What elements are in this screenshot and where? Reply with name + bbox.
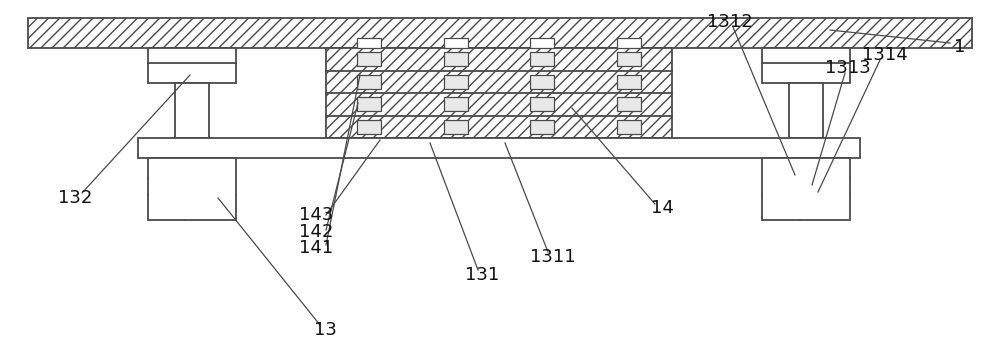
Bar: [617, 120, 641, 134]
Text: 1314: 1314: [862, 46, 908, 64]
Bar: [357, 75, 381, 89]
Bar: [762, 158, 850, 220]
Bar: [617, 38, 641, 48]
Bar: [444, 38, 468, 48]
Bar: [530, 52, 554, 66]
Bar: [357, 97, 381, 111]
Bar: [617, 97, 641, 111]
Bar: [530, 120, 554, 134]
Bar: [357, 38, 381, 48]
Text: 132: 132: [58, 189, 92, 207]
Text: 1: 1: [954, 38, 966, 56]
Bar: [762, 48, 850, 83]
Bar: [530, 75, 554, 89]
Bar: [789, 83, 823, 138]
Text: 1312: 1312: [707, 13, 753, 31]
Bar: [530, 97, 554, 111]
Text: 1311: 1311: [530, 248, 576, 266]
Bar: [444, 97, 468, 111]
Bar: [357, 52, 381, 66]
Bar: [357, 120, 381, 134]
Bar: [617, 75, 641, 89]
Text: 13: 13: [314, 321, 336, 339]
Text: 131: 131: [465, 266, 499, 284]
Bar: [530, 38, 554, 48]
Text: 141: 141: [299, 239, 333, 257]
Bar: [148, 48, 236, 83]
Bar: [617, 52, 641, 66]
Bar: [444, 120, 468, 134]
Bar: [444, 75, 468, 89]
Text: 142: 142: [299, 223, 333, 241]
Bar: [148, 158, 236, 220]
Bar: [326, 48, 672, 138]
Bar: [28, 18, 972, 48]
Text: 1313: 1313: [825, 59, 871, 77]
Bar: [175, 83, 209, 138]
Bar: [138, 138, 860, 158]
Text: 14: 14: [651, 199, 673, 217]
Text: 143: 143: [299, 206, 333, 224]
Bar: [444, 52, 468, 66]
